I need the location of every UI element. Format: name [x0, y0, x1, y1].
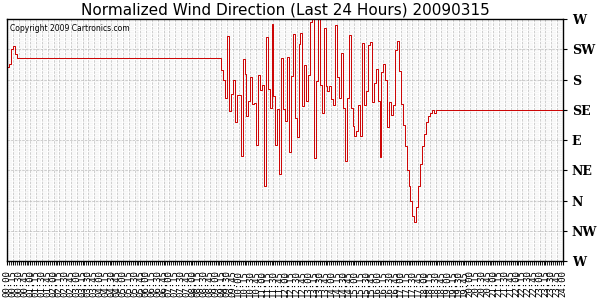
Text: Copyright 2009 Cartronics.com: Copyright 2009 Cartronics.com [10, 24, 130, 33]
Title: Normalized Wind Direction (Last 24 Hours) 20090315: Normalized Wind Direction (Last 24 Hours… [80, 3, 490, 18]
